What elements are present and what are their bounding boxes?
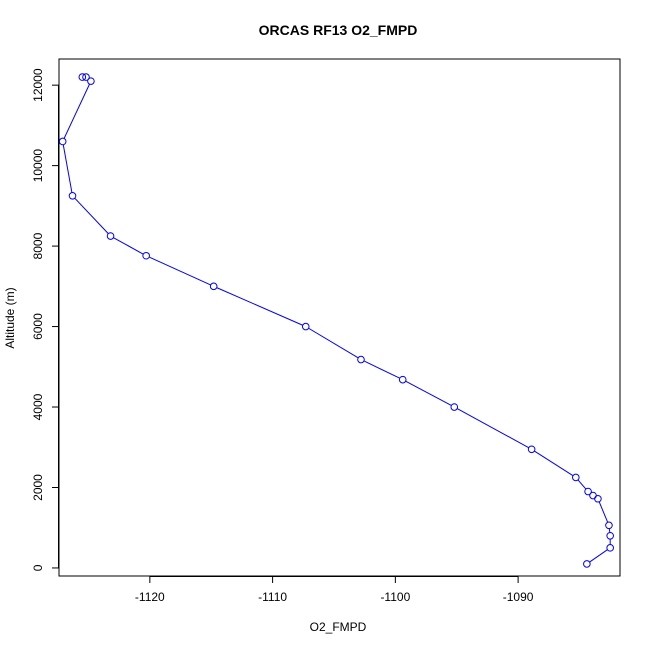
x-axis: -1120 -1110 -1100 -1090 — [135, 576, 534, 604]
data-point — [606, 544, 614, 552]
data-point — [87, 77, 95, 85]
data-point — [527, 445, 536, 454]
series-segment — [63, 83, 90, 139]
data-point — [398, 375, 407, 384]
data-point — [68, 191, 77, 200]
x-tick-label: -1090 — [503, 590, 534, 604]
data-point — [606, 531, 614, 540]
series-segment — [62, 144, 73, 193]
series-segment — [113, 237, 144, 255]
x-tick-label: -1110 — [258, 590, 287, 604]
series-segment — [148, 256, 211, 286]
series-segment — [405, 380, 452, 406]
series-segment — [74, 197, 109, 234]
data-point — [450, 403, 459, 411]
series-layer — [58, 73, 614, 568]
data-point — [82, 73, 90, 81]
data-point — [594, 494, 602, 503]
data-point — [78, 73, 87, 81]
data-point — [583, 560, 591, 568]
y-tick-label: 6000 — [31, 313, 45, 340]
x-tick-label: -1100 — [380, 590, 410, 604]
y-tick-label: 4000 — [31, 393, 45, 420]
data-point — [589, 491, 597, 500]
series-segment — [598, 501, 609, 523]
series-segment — [456, 408, 529, 449]
series-segment — [308, 327, 359, 359]
data-point — [209, 282, 218, 291]
y-tick-label: 10000 — [31, 149, 45, 183]
data-point — [357, 355, 365, 364]
series-segment — [577, 479, 587, 490]
y-tick-label: 12000 — [31, 68, 45, 102]
series-segment — [363, 360, 400, 379]
series-segment — [216, 287, 303, 326]
data-point — [301, 322, 310, 331]
data-point — [584, 487, 592, 496]
y-axis: 0 2000 4000 6000 8000 10000 12000 — [31, 68, 59, 571]
data-point — [605, 521, 613, 530]
chart-title: ORCAS RF13 O2_FMPD — [259, 22, 418, 38]
y-tick-label: 8000 — [31, 232, 45, 259]
data-point — [572, 473, 580, 482]
x-axis-label: O2_FMPD — [310, 620, 367, 634]
series-segment — [534, 450, 574, 477]
y-axis-label: Altitude (m) — [3, 287, 17, 348]
y-tick-label: 2000 — [31, 474, 45, 501]
data-point — [142, 251, 150, 260]
data-point — [106, 232, 115, 240]
y-tick-label: 0 — [31, 564, 45, 571]
plot-frame — [58, 58, 621, 577]
series-segment — [589, 549, 608, 563]
data-point — [58, 137, 67, 146]
x-tick-label: -1120 — [135, 590, 165, 604]
